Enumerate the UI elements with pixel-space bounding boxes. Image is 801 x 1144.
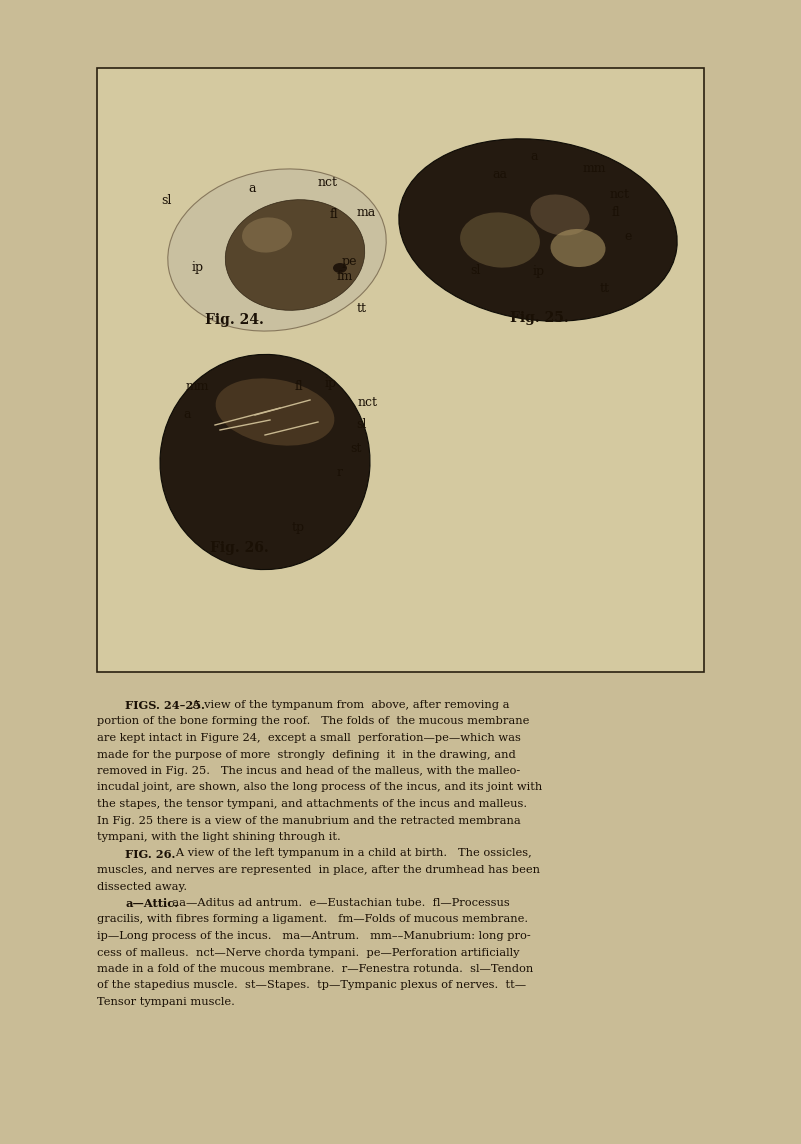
Text: a: a	[248, 182, 256, 194]
Text: the stapes, the tensor tympani, and attachments of the incus and malleus.: the stapes, the tensor tympani, and atta…	[97, 799, 527, 809]
Text: st: st	[350, 443, 361, 455]
Text: fl: fl	[330, 208, 339, 222]
Text: ip: ip	[192, 262, 204, 275]
Text: a—Attic.: a—Attic.	[125, 898, 178, 909]
Text: tp: tp	[292, 521, 305, 533]
Text: sl: sl	[470, 263, 481, 277]
Text: made for the purpose of more  strongly  defining  it  in the drawing, and: made for the purpose of more strongly de…	[97, 749, 516, 760]
Text: Fig. 25.: Fig. 25.	[510, 311, 569, 325]
Text: tt: tt	[357, 302, 367, 315]
Text: ma: ma	[357, 206, 376, 219]
Text: removed in Fig. 25.   The incus and head of the malleus, with the malleo-: removed in Fig. 25. The incus and head o…	[97, 766, 521, 776]
Text: A view of the left tympanum in a child at birth.   The ossicles,: A view of the left tympanum in a child a…	[165, 849, 532, 858]
Text: tympani, with the light shining through it.: tympani, with the light shining through …	[97, 832, 340, 842]
Text: cess of malleus.  nct—Nerve chorda tympani.  pe—Perforation artificially: cess of malleus. nct—Nerve chorda tympan…	[97, 947, 520, 958]
Text: Tensor tympani muscle.: Tensor tympani muscle.	[97, 998, 235, 1007]
Ellipse shape	[160, 355, 370, 570]
Text: A view of the tympanum from  above, after removing a: A view of the tympanum from above, after…	[185, 700, 509, 710]
Text: gracilis, with fibres forming a ligament.   fm—Folds of mucous membrane.: gracilis, with fibres forming a ligament…	[97, 914, 528, 924]
Text: fm: fm	[337, 270, 353, 284]
Text: muscles, and nerves are represented  in place, after the drumhead has been: muscles, and nerves are represented in p…	[97, 865, 540, 875]
Text: nct: nct	[318, 175, 338, 189]
Text: tt: tt	[600, 281, 610, 294]
Text: ip: ip	[325, 376, 337, 389]
Text: aa—Aditus ad antrum.  e—Eustachian tube.  fl—Processus: aa—Aditus ad antrum. e—Eustachian tube. …	[165, 898, 509, 908]
Text: sl: sl	[161, 193, 171, 207]
Ellipse shape	[215, 379, 334, 446]
Text: aa: aa	[492, 167, 507, 181]
Text: In Fig. 25 there is a view of the manubrium and the retracted membrana: In Fig. 25 there is a view of the manubr…	[97, 816, 521, 826]
Text: are kept intact in Figure 24,  except a small  perforation—pe—which was: are kept intact in Figure 24, except a s…	[97, 733, 521, 742]
Text: incudal joint, are shown, also the long process of the incus, and its joint with: incudal joint, are shown, also the long …	[97, 782, 542, 793]
Ellipse shape	[333, 263, 347, 273]
Text: fl: fl	[295, 381, 304, 394]
Ellipse shape	[460, 213, 540, 268]
Ellipse shape	[242, 217, 292, 253]
Text: mm: mm	[186, 381, 210, 394]
Text: nct: nct	[610, 189, 630, 201]
Text: r: r	[337, 466, 343, 478]
Text: Fig. 26.: Fig. 26.	[210, 541, 269, 555]
Ellipse shape	[530, 194, 590, 236]
Text: mm: mm	[583, 161, 606, 175]
Text: a: a	[183, 408, 191, 421]
Text: nct: nct	[358, 397, 378, 410]
Text: a: a	[530, 151, 537, 164]
Text: e: e	[624, 230, 631, 244]
Text: pe: pe	[342, 255, 357, 269]
Text: ip: ip	[533, 265, 545, 278]
Bar	[97, 67, 704, 672]
Text: of the stapedius muscle.  st—Stapes.  tp—Tympanic plexus of nerves.  tt—: of the stapedius muscle. st—Stapes. tp—T…	[97, 980, 526, 991]
Text: ip—Long process of the incus.   ma—Antrum.   mm––Manubrium: long pro-: ip—Long process of the incus. ma—Antrum.…	[97, 931, 531, 942]
Ellipse shape	[399, 138, 677, 321]
Text: FIG. 26.: FIG. 26.	[125, 849, 175, 859]
Text: portion of the bone forming the roof.   The folds of  the mucous membrane: portion of the bone forming the roof. Th…	[97, 716, 529, 726]
Text: made in a fold of the mucous membrane.  r—Fenestra rotunda.  sl—Tendon: made in a fold of the mucous membrane. r…	[97, 964, 533, 974]
Text: sl: sl	[356, 419, 366, 431]
Text: fl: fl	[612, 207, 621, 220]
Ellipse shape	[225, 200, 364, 310]
Text: Fig. 24.: Fig. 24.	[205, 313, 264, 327]
Text: FIGS. 24–25.: FIGS. 24–25.	[125, 700, 205, 712]
Ellipse shape	[550, 229, 606, 267]
Text: dissected away.: dissected away.	[97, 882, 187, 891]
Ellipse shape	[167, 169, 386, 331]
